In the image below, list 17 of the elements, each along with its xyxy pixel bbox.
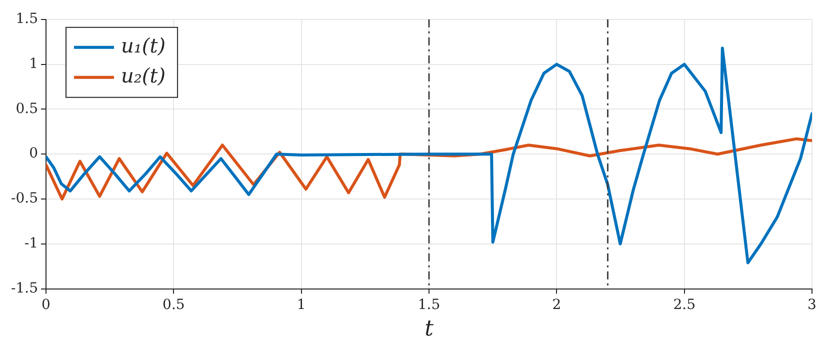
y-tick-label: -0.5 (10, 190, 38, 207)
x-tick-label: 0.5 (162, 296, 185, 313)
y-tick-label: -1 (24, 236, 38, 252)
y-tick-label: 0.5 (16, 100, 38, 117)
x-tick-label: 2.5 (673, 296, 696, 313)
y-tick-label: -1.5 (10, 280, 38, 296)
legend-label: u₁(t) (120, 34, 166, 58)
x-tick-label: 2 (552, 296, 562, 313)
legend-label: u₂(t) (120, 64, 166, 88)
y-tick-label: 1 (29, 56, 38, 72)
x-tick-label: 1.5 (418, 296, 440, 313)
x-tick-label: 3 (808, 296, 816, 313)
x-tick-label: 0 (42, 296, 50, 313)
x-axis-title: t (424, 316, 434, 342)
y-tick-label: 1.5 (16, 11, 38, 28)
x-tick-label: 1 (296, 296, 306, 313)
y-tick-label: 0 (29, 146, 38, 162)
